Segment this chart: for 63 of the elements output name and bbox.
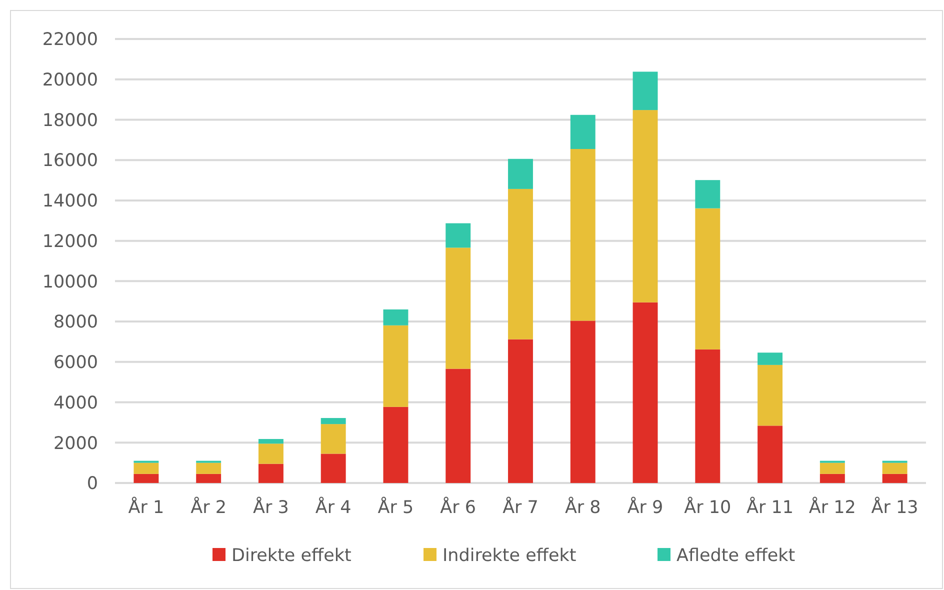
bar — [758, 364, 783, 426]
x-tick-label: År 10 — [684, 496, 732, 518]
x-tick-label: År 3 — [253, 496, 289, 518]
x-tick-label: År 13 — [871, 496, 918, 518]
bar — [383, 309, 408, 326]
y-tick-label: 14000 — [42, 192, 98, 212]
bar — [570, 148, 596, 321]
bar — [508, 339, 533, 483]
y-tick-label: 8000 — [53, 312, 98, 333]
bar — [508, 188, 533, 340]
bar — [820, 474, 845, 483]
y-tick-label: 0 — [86, 474, 98, 494]
x-tick-label: År 5 — [378, 496, 414, 518]
y-tick-label: 20000 — [42, 70, 98, 90]
bar — [632, 72, 658, 110]
x-tick-label: År 11 — [746, 496, 794, 518]
bar — [446, 368, 471, 483]
bar — [882, 462, 908, 474]
bar — [570, 320, 596, 483]
bar — [320, 418, 346, 424]
bar — [508, 158, 533, 189]
y-tick-label: 16000 — [42, 151, 98, 172]
bar — [134, 474, 159, 483]
x-tick-label: År 1 — [128, 496, 164, 518]
bar — [820, 462, 845, 474]
x-tick-label: År 2 — [190, 496, 227, 518]
bar — [758, 352, 783, 365]
x-tick-label: År 4 — [315, 496, 352, 518]
bar — [632, 110, 658, 302]
y-tick-label: 22000 — [42, 30, 98, 50]
y-tick-label: 6000 — [53, 353, 98, 374]
bar — [632, 302, 658, 483]
bar — [446, 223, 471, 248]
bar — [758, 426, 783, 483]
x-tick-label: År 6 — [440, 496, 476, 518]
bar — [695, 349, 720, 483]
legend-label: Indirekte effekt — [442, 546, 576, 566]
bar — [695, 180, 720, 208]
bar — [196, 474, 222, 483]
bar — [258, 464, 284, 483]
bar — [383, 406, 408, 483]
bar — [882, 474, 908, 483]
bar — [258, 439, 284, 444]
y-tick-label: 10000 — [42, 272, 98, 292]
bar — [695, 208, 720, 350]
bar — [383, 325, 408, 407]
bar — [134, 462, 159, 474]
legend-label: Direkte effekt — [232, 546, 352, 566]
x-tick-label: År 7 — [502, 496, 538, 518]
bar — [320, 424, 346, 454]
y-tick-label: 12000 — [42, 232, 98, 252]
y-tick-label: 18000 — [42, 110, 98, 131]
bar — [196, 462, 222, 474]
y-tick-label: 4000 — [53, 393, 98, 414]
x-tick-label: År 12 — [808, 496, 856, 518]
x-tick-label: År 9 — [627, 496, 664, 518]
x-tick-label: År 8 — [564, 496, 601, 518]
bar — [446, 248, 471, 369]
legend-label: Afledte effekt — [676, 546, 796, 566]
bar — [258, 444, 284, 464]
bar — [320, 454, 346, 483]
y-tick-label: 2000 — [53, 434, 98, 454]
bar — [570, 114, 596, 149]
